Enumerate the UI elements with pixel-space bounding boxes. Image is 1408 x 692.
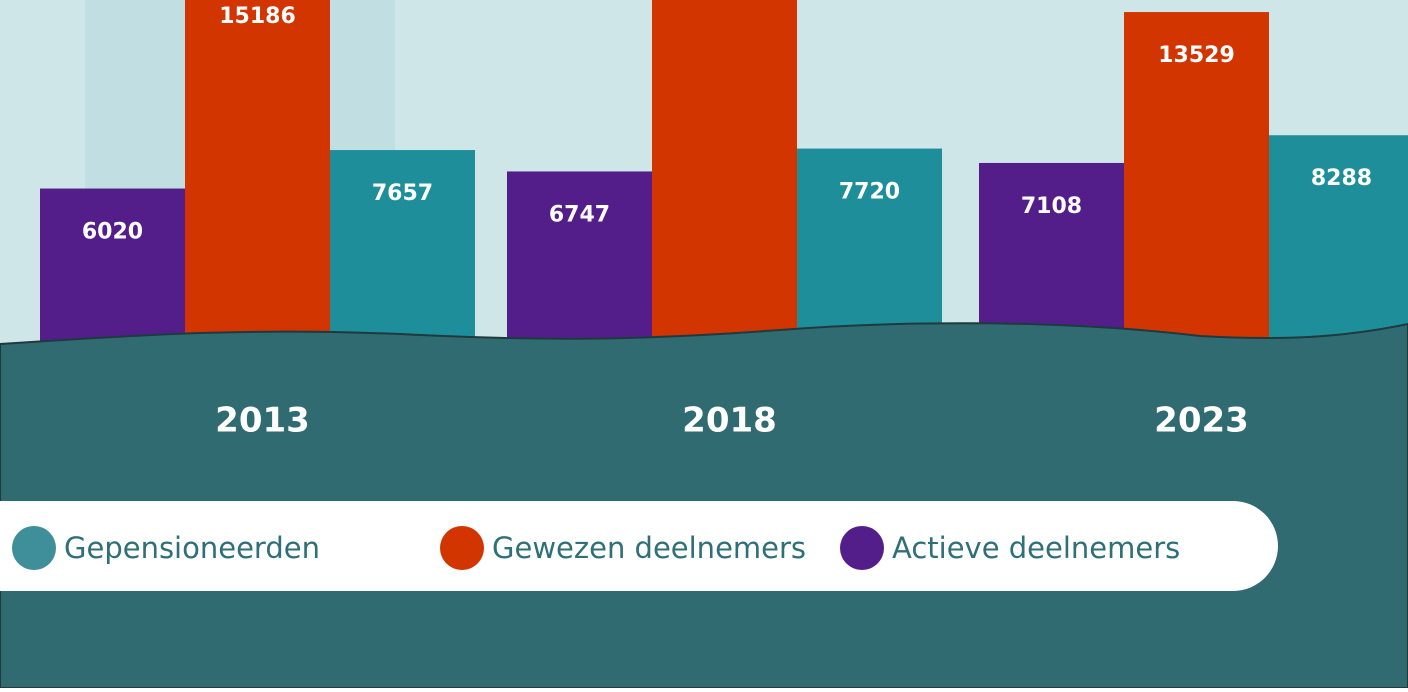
- legend-marker: [840, 526, 884, 570]
- bar: [1124, 12, 1269, 360]
- x-tick-label: 2013: [215, 401, 310, 441]
- value-label: 13529: [1158, 43, 1235, 68]
- x-tick-label: 2018: [682, 401, 777, 441]
- bar: [40, 188, 185, 360]
- legend-label: Gewezen deelnemers: [492, 531, 806, 565]
- bar: [1269, 135, 1408, 360]
- value-label: 7108: [1021, 194, 1082, 219]
- legend-marker: [440, 526, 484, 570]
- value-label: 6747: [549, 202, 610, 227]
- value-label: 15186: [219, 4, 296, 29]
- value-label: 8288: [1311, 166, 1372, 191]
- value-label: 6020: [82, 220, 143, 245]
- x-tick-label: 2023: [1154, 401, 1249, 441]
- bar: [652, 0, 797, 360]
- value-label: 7657: [372, 181, 433, 206]
- legend-box: [0, 501, 1278, 591]
- bar: [185, 0, 330, 361]
- bar: [330, 150, 475, 360]
- legend-marker: [12, 526, 56, 570]
- legend-label: Actieve deelnemers: [892, 531, 1180, 565]
- value-label: 7720: [839, 180, 900, 205]
- bar: [507, 171, 652, 360]
- legend-label: Gepensioneerden: [64, 531, 320, 565]
